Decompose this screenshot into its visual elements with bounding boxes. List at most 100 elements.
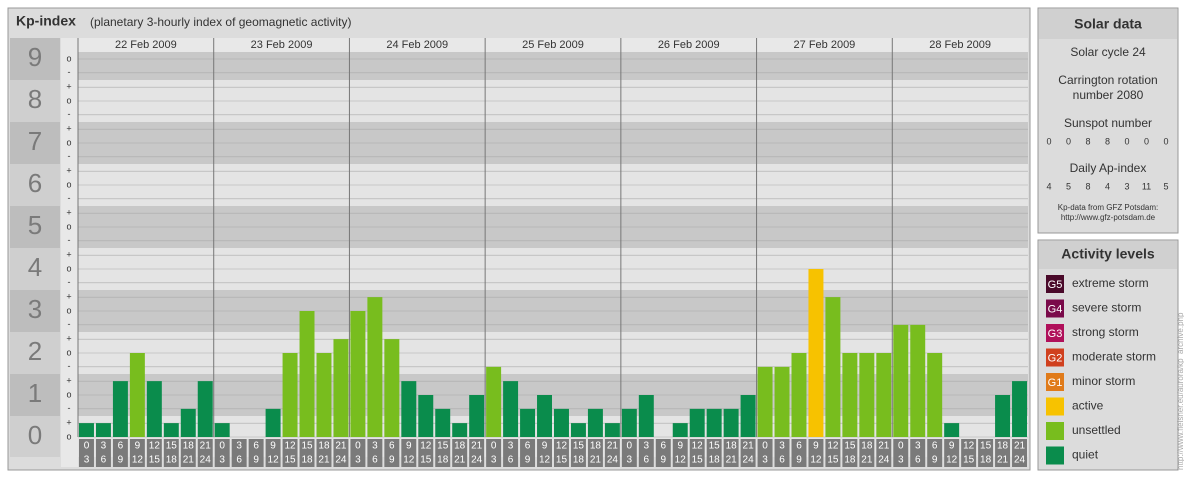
hour-end: 18: [573, 455, 585, 466]
hour-cell: [740, 439, 756, 467]
minor-tick-label: -: [68, 235, 71, 245]
hour-start: 21: [878, 441, 890, 452]
bar: [401, 381, 417, 437]
bar: [689, 408, 705, 437]
bar: [554, 408, 569, 437]
chart-title: Kp-index: [16, 13, 76, 29]
hour-end: 24: [335, 455, 347, 466]
hour-start: 3: [779, 441, 785, 452]
hour-cell: [672, 439, 688, 467]
bar: [503, 381, 519, 437]
ap-value: 3: [1124, 181, 1129, 191]
minor-tick-label: +: [66, 334, 71, 344]
panel-title: Solar data: [1074, 16, 1142, 32]
hour-cell: [452, 439, 468, 467]
y-tick-label: 5: [28, 210, 42, 240]
legend-label: quiet: [1072, 448, 1099, 462]
date-cell: [485, 38, 621, 52]
hour-start: 9: [677, 441, 683, 452]
hour-end: 24: [200, 455, 212, 466]
legend-label: active: [1072, 399, 1104, 413]
hour-end: 21: [590, 455, 602, 466]
hour-cell: [689, 439, 705, 467]
hour-cell: [893, 439, 909, 467]
minor-tick-label: o: [66, 431, 71, 441]
hour-end: 15: [149, 455, 161, 466]
y-label-cell: [10, 80, 60, 122]
bar: [537, 395, 552, 437]
hour-end: 12: [268, 455, 280, 466]
date-label: 22 Feb 2009: [115, 39, 177, 51]
date-label: 24 Feb 2009: [386, 39, 448, 51]
hour-cell: [350, 439, 366, 467]
date-label: 25 Feb 2009: [522, 39, 584, 51]
hour-end: 6: [508, 455, 514, 466]
hour-start: 15: [709, 441, 721, 452]
hour-cell: [1012, 439, 1027, 467]
hour-cell: [757, 439, 773, 467]
legend-swatch: [1046, 348, 1064, 367]
panel-header: [1039, 9, 1177, 39]
hour-end: 12: [539, 455, 551, 466]
hour-end: 3: [491, 455, 497, 466]
hour-cell: [79, 439, 94, 467]
minor-tick-label: +: [66, 418, 71, 428]
minor-tick-label: +: [66, 292, 71, 302]
y-tick-label: 7: [28, 126, 42, 156]
hour-start: 9: [542, 441, 548, 452]
hour-cell: [129, 439, 145, 467]
solar-cycle: Solar cycle 24: [1070, 45, 1146, 59]
hour-start: 9: [406, 441, 412, 452]
hour-cell: [520, 439, 536, 467]
hour-cell: [842, 439, 858, 467]
legend-swatch: [1046, 275, 1064, 293]
hour-start: 0: [355, 441, 361, 452]
y-label-cell: [10, 290, 60, 332]
hour-start: 12: [284, 441, 296, 452]
hour-start: 21: [1014, 441, 1026, 452]
hour-end: 24: [471, 455, 483, 466]
hour-start: 12: [692, 441, 704, 452]
hour-start: 6: [660, 441, 666, 452]
source: http://www.gfz-potsdam.de: [1061, 213, 1156, 222]
y-tick-label: 2: [28, 336, 42, 366]
hour-cell: [401, 439, 417, 467]
hour-start: 21: [607, 441, 619, 452]
hour-cell: [638, 439, 654, 467]
hour-start: 6: [118, 441, 124, 452]
bar: [333, 339, 349, 437]
hour-end: 3: [627, 455, 633, 466]
hour-start: 6: [389, 441, 395, 452]
hour-cell: [112, 439, 128, 467]
hour-start: 15: [573, 441, 585, 452]
hour-cell: [961, 439, 977, 467]
credit: http://www.fleisner.eu/aurora/kp_archive…: [1176, 312, 1184, 470]
hour-start: 3: [644, 441, 650, 452]
hour-end: 15: [420, 455, 432, 466]
y-tick-label: 6: [28, 168, 42, 198]
ap-title: Daily Ap-index: [1070, 161, 1147, 175]
bar: [367, 297, 383, 437]
bar: [282, 353, 298, 437]
bar: [435, 408, 451, 437]
bar: [299, 311, 315, 437]
hour-start: 6: [253, 441, 259, 452]
bar: [570, 423, 586, 437]
bar: [146, 381, 162, 437]
hour-start: 12: [827, 441, 839, 452]
y-label-cell: [10, 248, 60, 290]
y-label-cell: [10, 164, 60, 206]
legend-label: unsettled: [1072, 423, 1121, 437]
legend-swatch: [1046, 373, 1064, 391]
hour-end: 18: [709, 455, 721, 466]
hour-start: 3: [372, 441, 378, 452]
hour-cell: [554, 439, 569, 467]
date-label: 28 Feb 2009: [929, 39, 991, 51]
hour-end: 24: [1014, 455, 1026, 466]
hour-start: 15: [980, 441, 992, 452]
hour-cell: [333, 439, 349, 467]
bar: [995, 395, 1011, 437]
hour-end: 24: [607, 455, 619, 466]
legend-label: strong storm: [1072, 325, 1139, 339]
